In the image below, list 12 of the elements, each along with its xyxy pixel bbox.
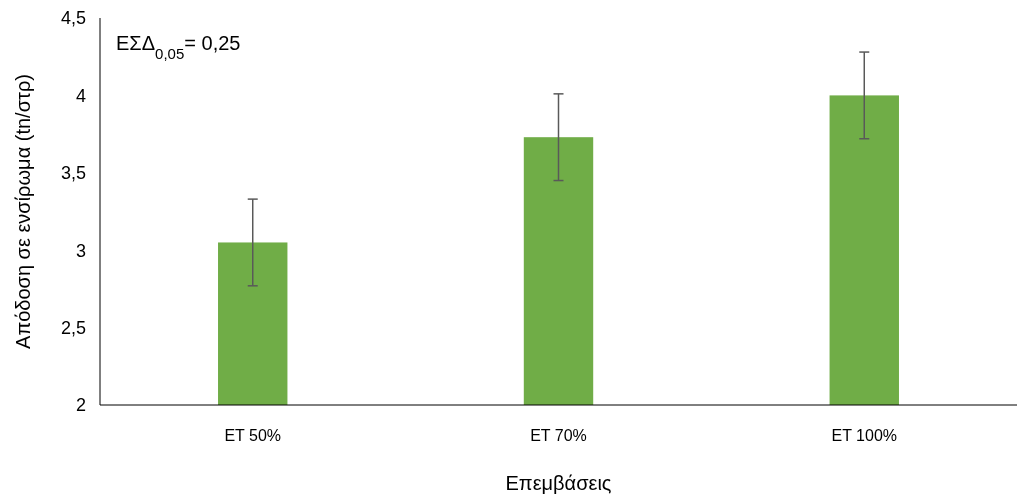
x-tick-label: ΕΤ 70% <box>530 427 587 444</box>
y-tick-label: 2 <box>75 395 86 416</box>
y-axis-title: Απόδοση σε ενσίρωμα (tn/στρ) <box>12 74 34 349</box>
y-tick-label: 2,5 <box>60 317 86 338</box>
x-tick-label: ΕΤ 100% <box>831 427 898 444</box>
y-tick-label: 3 <box>75 240 86 261</box>
annotation: ΕΣΔ$_{0,05}$= 0,25 <box>116 32 241 62</box>
y-tick-label: 3,5 <box>60 163 86 184</box>
y-tick-label: 4 <box>75 85 86 106</box>
y-tick-label: 4,5 <box>60 8 86 29</box>
x-axis-title: Επεμβάσεις <box>505 472 612 494</box>
x-tick-label: ΕΤ 50% <box>224 427 282 444</box>
